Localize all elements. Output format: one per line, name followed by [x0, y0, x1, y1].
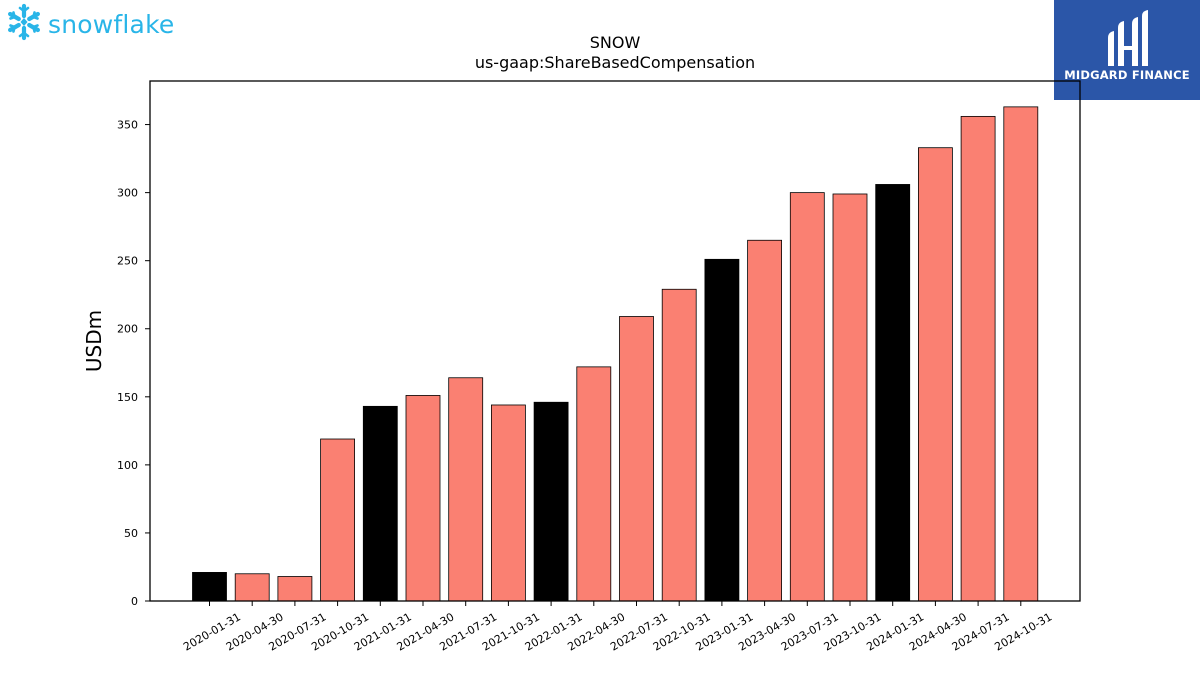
- bar-2021-10-31: [490, 404, 526, 602]
- snowflake-icon: [4, 2, 44, 46]
- bar-2022-10-31: [661, 288, 697, 602]
- bar-2022-01-31: [533, 401, 569, 602]
- bar-2020-10-31: [320, 438, 356, 602]
- bar-2024-10-31: [1003, 106, 1039, 602]
- y-tick-label: 250: [117, 255, 138, 268]
- bar-2022-04-30: [576, 366, 612, 602]
- chart-title: SNOW: [590, 33, 641, 52]
- y-axis-ticks: 0 50 100 150 200 250 300 350: [117, 119, 150, 608]
- plot-frame: [149, 80, 1081, 602]
- bar-2023-01-31: [704, 258, 740, 602]
- bar-2024-07-31: [960, 115, 996, 602]
- bar-2020-04-30: [234, 573, 270, 602]
- snowflake-wordmark: snowflake: [48, 9, 175, 39]
- y-tick-label: 150: [117, 391, 138, 404]
- y-tick-label: 100: [117, 459, 138, 472]
- bar-2022-07-31: [619, 316, 654, 602]
- y-axis-label: USDm: [82, 310, 106, 372]
- y-tick-label: 50: [124, 527, 138, 540]
- y-tick-label: 300: [117, 187, 138, 200]
- bar-2024-04-30: [918, 147, 953, 602]
- midgard-monogram-icon: [1108, 10, 1148, 66]
- y-tick-label: 200: [117, 323, 138, 336]
- bar-2021-07-31: [448, 377, 484, 602]
- chart-subtitle: us-gaap:ShareBasedCompensation: [475, 53, 755, 72]
- snowflake-logo: snowflake: [4, 2, 175, 46]
- bar-2023-04-30: [747, 239, 782, 602]
- y-tick-label: 0: [131, 595, 138, 608]
- bar-2021-01-31: [362, 405, 398, 602]
- bar-2021-04-30: [405, 395, 441, 602]
- bar-2020-01-31: [192, 572, 227, 602]
- bar-2023-10-31: [832, 193, 868, 602]
- y-tick-label: 350: [117, 119, 138, 132]
- brand-name: MIDGARD FINANCE: [1064, 68, 1190, 82]
- bar-2020-07-31: [277, 576, 313, 602]
- x-axis-ticks: 2020-01-312020-04-302020-07-312020-10-31…: [181, 601, 1054, 654]
- bar-2023-07-31: [789, 192, 825, 602]
- bar-2024-01-31: [875, 184, 911, 602]
- midgard-finance-logo: MIDGARD FINANCE: [1054, 0, 1200, 100]
- bars-group: [192, 106, 1039, 602]
